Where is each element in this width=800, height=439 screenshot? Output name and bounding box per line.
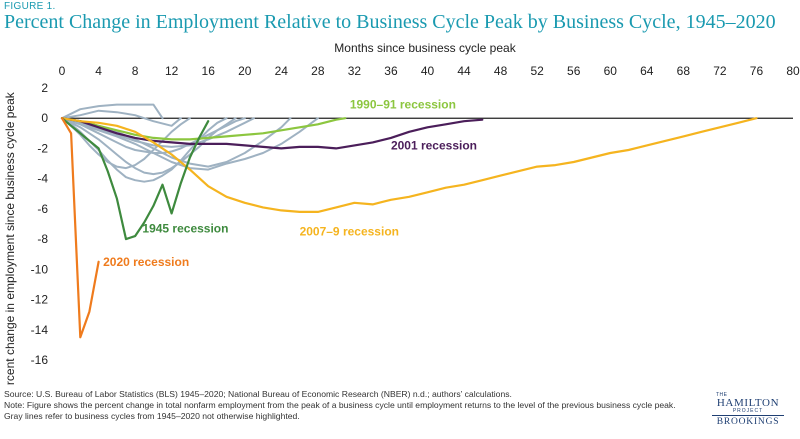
x-tick-label: 80	[786, 64, 800, 78]
series-line-1945-recession	[60, 117, 210, 241]
x-tick-label: 72	[713, 64, 727, 78]
series-label: 2007–9 recession	[300, 225, 399, 239]
employment-line-chart: 0 4 8 12 16 20 24 28 32 36 40 44 48 52 56 60 64 68 72 76 802…	[3, 41, 800, 385]
y-axis-label: Percent change in employment since busin…	[3, 91, 17, 385]
x-tick-label: 12	[165, 64, 179, 78]
x-tick-label: 60	[604, 64, 618, 78]
series-label: 2020 recession	[103, 255, 189, 269]
logo-divider	[712, 415, 784, 416]
x-tick-label: 4	[95, 64, 102, 78]
explanatory-note: Note: Figure shows the percent change in…	[4, 400, 676, 421]
y-tick-label: 2	[41, 81, 48, 95]
highlight-series-group	[60, 117, 758, 339]
x-tick-label: 44	[457, 64, 471, 78]
x-tick-label: 56	[567, 64, 581, 78]
x-tick-label: 28	[311, 64, 325, 78]
logo-the: THE	[716, 392, 728, 398]
y-tick-label: -8	[37, 232, 48, 246]
chart-axes: 0 4 8 12 16 20 24 28 32 36 40 44 48 52 56 60 64 68 72 76 802…	[31, 64, 800, 367]
x-tick-label: 8	[132, 64, 139, 78]
series-line-other-cycle	[61, 103, 164, 120]
source-note: Source: U.S. Bureau of Labor Statistics …	[4, 389, 512, 399]
x-tick-label: 64	[640, 64, 654, 78]
y-tick-label: 0	[41, 111, 48, 125]
series-line-2020-recession	[60, 117, 100, 339]
y-tick-label: -4	[37, 172, 48, 186]
y-tick-label: -14	[31, 323, 49, 337]
series-line-2007-9-recession	[60, 117, 758, 213]
x-tick-label: 52	[530, 64, 544, 78]
hamilton-brookings-logo: THE HAMILTON PROJECT BROOKINGS	[706, 392, 790, 428]
x-tick-label: 16	[202, 64, 216, 78]
x-tick-label: 76	[750, 64, 764, 78]
logo-brookings: BROOKINGS	[716, 417, 780, 427]
figure-title: Percent Change in Employment Relative to…	[4, 11, 776, 33]
logo-hamilton: HAMILTON	[716, 397, 780, 409]
y-tick-label: -6	[37, 202, 48, 216]
x-tick-label: 0	[59, 64, 66, 78]
series-label: 1945 recession	[142, 222, 228, 236]
x-tick-label: 68	[677, 64, 691, 78]
x-tick-label: 20	[238, 64, 252, 78]
series-line-other-cycle	[61, 117, 191, 170]
annotation-group: 1990–91 recession 2001 recession 2007–9 re…	[103, 98, 477, 269]
series-line-1990-91-recession	[60, 117, 347, 141]
series-label: 2001 recession	[391, 138, 477, 152]
x-tick-label: 40	[421, 64, 435, 78]
series-line-other-cycle	[61, 109, 182, 127]
y-tick-label: -12	[31, 293, 49, 307]
x-tick-label: 36	[384, 64, 398, 78]
series-line-other-cycle	[61, 117, 246, 154]
y-tick-label: -10	[31, 262, 49, 276]
y-tick-label: -16	[31, 353, 49, 367]
x-tick-label: 32	[348, 64, 362, 78]
footnote: Source: U.S. Bureau of Labor Statistics …	[4, 389, 694, 422]
logo-project: PROJECT	[732, 408, 764, 414]
series-line-other-cycle	[61, 117, 255, 148]
figure-label: FIGURE 1.	[4, 1, 56, 12]
x-axis-label: Months since business cycle peak	[334, 41, 516, 55]
series-line-2001-recession	[60, 117, 484, 150]
series-label: 1990–91 recession	[350, 98, 456, 112]
x-tick-label: 24	[275, 64, 289, 78]
y-tick-label: -2	[37, 141, 48, 155]
x-tick-label: 48	[494, 64, 508, 78]
